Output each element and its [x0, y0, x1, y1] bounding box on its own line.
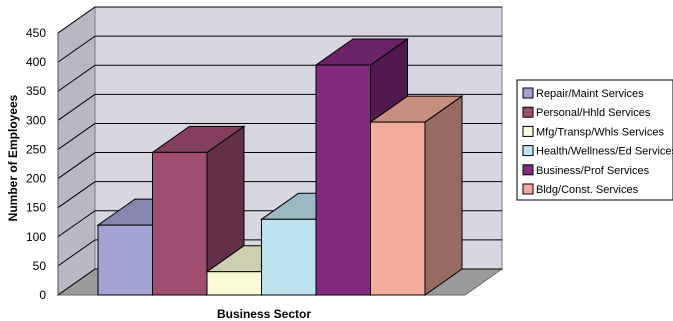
legend-swatch — [522, 145, 534, 157]
y-tick-label: 350 — [26, 84, 46, 98]
bar-front — [152, 151, 208, 296]
gridline-side — [57, 93, 96, 121]
legend-swatch — [522, 164, 534, 176]
y-tick-label: 0 — [39, 288, 46, 302]
y-tick-label: 300 — [26, 113, 46, 127]
legend-box — [516, 79, 673, 201]
gridline-side — [57, 64, 96, 92]
gridline-side — [57, 152, 96, 179]
legend-label: Health/Wellness/Ed Services — [536, 146, 673, 158]
y-tick-label: 200 — [26, 172, 46, 186]
gridline-side — [57, 6, 96, 34]
y-tick-label: 100 — [26, 230, 46, 244]
bar-front — [315, 64, 371, 296]
gridline-side — [57, 123, 96, 150]
y-tick-label: 150 — [26, 201, 46, 215]
legend-item: Personal/Hhld Services — [522, 106, 651, 119]
bar-side — [424, 95, 463, 296]
x-axis-title: Business Sector — [217, 307, 311, 321]
legend-swatch — [522, 87, 534, 99]
legend-item: Bldg/Const. Services — [522, 183, 639, 196]
bar — [368, 95, 464, 296]
legend-item: Repair/Maint Services — [522, 87, 644, 100]
bars — [96, 38, 464, 296]
bar-front — [206, 271, 262, 296]
y-tick-labels: 0 50 100 150 200 250 300 350 400 450 — [26, 26, 46, 302]
legend-swatch — [522, 106, 534, 118]
y-tick-label: 250 — [26, 142, 46, 156]
gridline-side — [57, 268, 96, 296]
legend: Repair/Maint Services Personal/Hhld Servi… — [516, 79, 673, 201]
legend-label: Mfg/Transp/Whls Services — [536, 126, 664, 138]
bar-front — [370, 121, 426, 296]
legend-item: Business/Prof Services — [522, 164, 650, 177]
gridline-side — [57, 239, 96, 267]
legend-item: Mfg/Transp/Whls Services — [522, 125, 664, 138]
y-tick-label: 450 — [26, 26, 46, 40]
legend-swatch — [522, 125, 534, 137]
legend-label: Business/Prof Services — [536, 165, 650, 177]
y-axis-title: Number of Employees — [6, 94, 20, 221]
legend-label: Bldg/Const. Services — [536, 184, 639, 196]
side-wall — [57, 6, 96, 296]
gridline-side — [57, 181, 96, 209]
y-tick-label: 50 — [33, 259, 47, 273]
legend-label: Personal/Hhld Services — [536, 107, 651, 119]
legend-label: Repair/Maint Services — [536, 88, 644, 100]
legend-swatch — [522, 183, 534, 195]
bar-front — [97, 224, 153, 296]
y-tick-label: 400 — [26, 55, 46, 69]
bar-front — [261, 218, 317, 296]
gridline-side — [57, 35, 96, 63]
gridline-side — [57, 210, 96, 238]
legend-item: Health/Wellness/Ed Services — [522, 145, 673, 158]
